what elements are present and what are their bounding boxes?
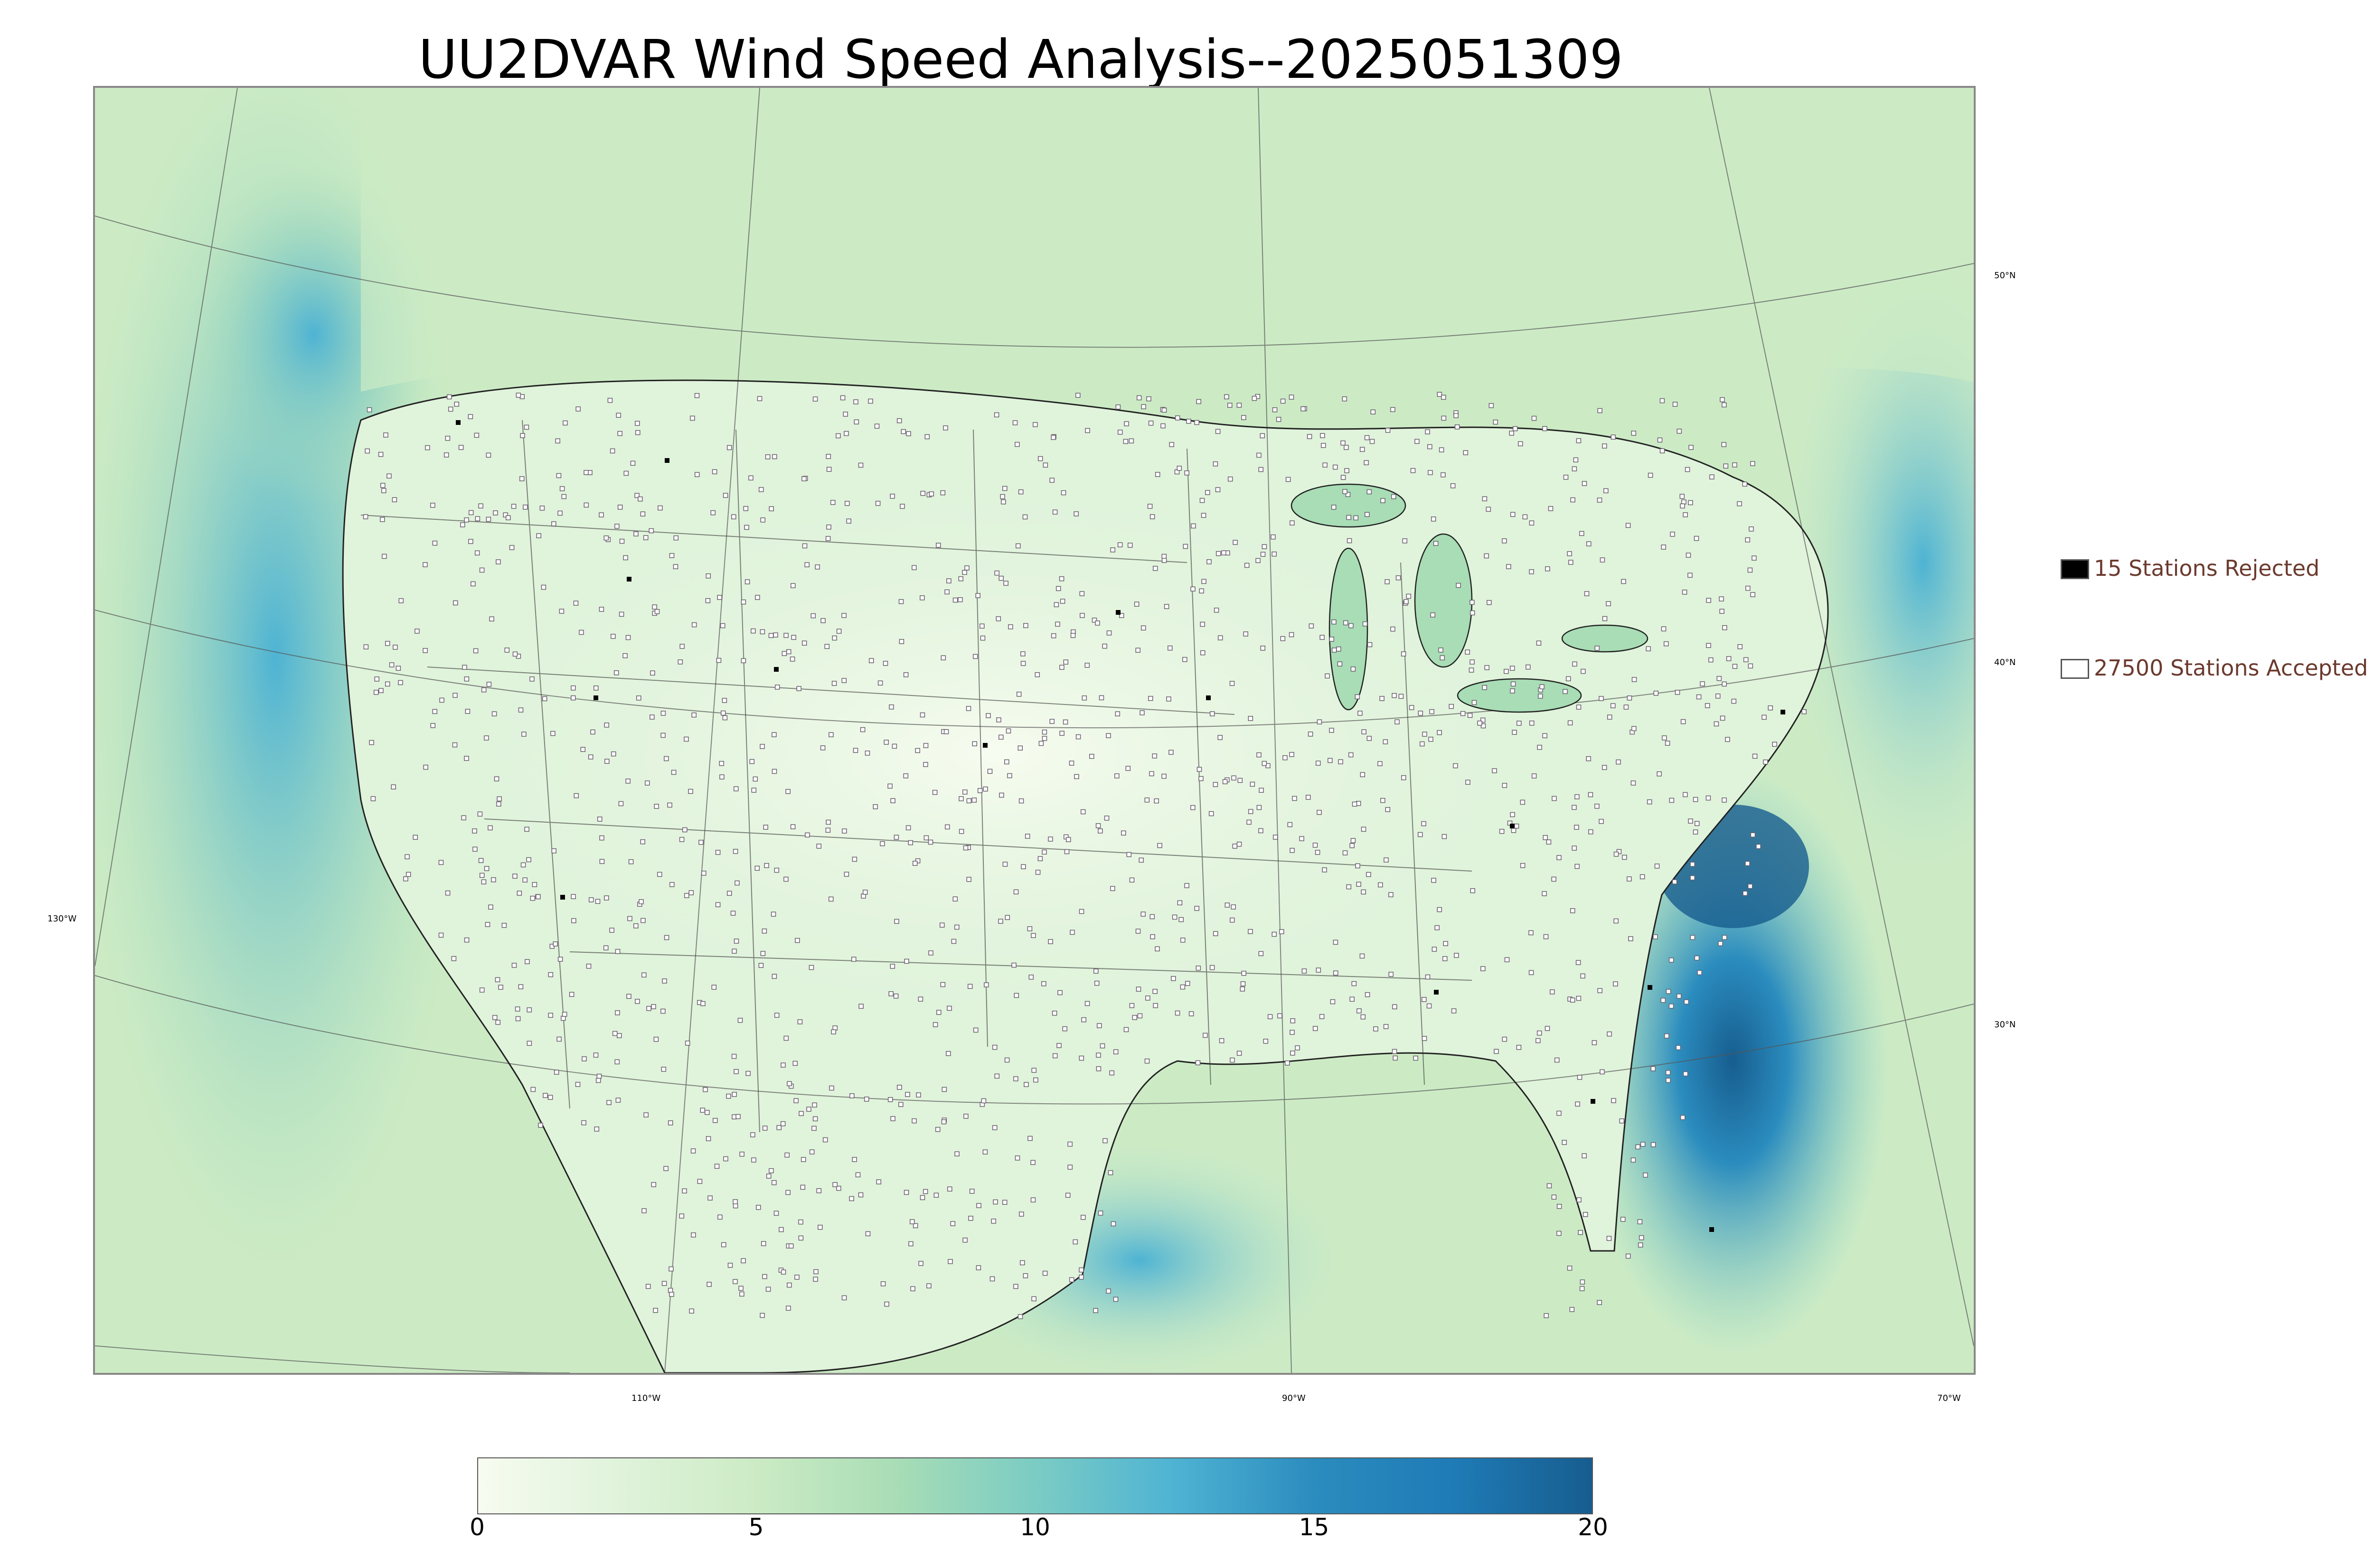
canada-land: [361, 88, 1974, 392]
wind-speed-map: [93, 86, 1976, 1375]
colorbar-tick-label: 15: [1299, 1513, 1329, 1541]
colorbar-border: [477, 1457, 1593, 1514]
legend-rejected-label: 15 Stations Rejected: [2094, 555, 2320, 581]
legend-accepted-label: 27500 Stations Accepted: [2094, 655, 2368, 681]
lon-label-110w: 110°W: [631, 1393, 661, 1403]
great-lakes: [1291, 483, 1649, 713]
lat-label-50n: 50°N: [1994, 271, 2016, 281]
accepted-station-markers: [363, 392, 1807, 1319]
graticule: [95, 88, 1974, 1373]
lat-label-40n: 40°N: [1994, 657, 2016, 667]
map-canvas: [95, 88, 1974, 1373]
north-atlantic-wind: [1780, 230, 1974, 895]
colorbar-tick-label: 5: [748, 1513, 764, 1541]
lon-label-90w: 90°W: [1282, 1393, 1306, 1403]
state-borders: [360, 420, 1472, 1133]
map-title: UU2DVAR Wind Speed Analysis--2025051309: [418, 29, 1623, 91]
colorbar-tick-label: 10: [1020, 1513, 1050, 1541]
colorbar-gradient: [477, 1457, 1593, 1514]
colorbar: [477, 1457, 1593, 1514]
lon-label-70w: 70°W: [1937, 1393, 1961, 1403]
colorbar-tick-label: 0: [470, 1513, 485, 1541]
colorbar-scale: [477, 1457, 1593, 1514]
lat-label-30n: 30°N: [1994, 1020, 2016, 1030]
coastline: [342, 379, 1829, 1373]
rejected-swatch: [2061, 559, 2089, 579]
colorbar-tick-label: 20: [1578, 1513, 1608, 1541]
rejected-station-markers: [456, 420, 1785, 1232]
lon-label-130w: 130°W: [47, 914, 77, 924]
land-calm-area: [427, 468, 1567, 1037]
accepted-swatch: [2061, 659, 2089, 679]
